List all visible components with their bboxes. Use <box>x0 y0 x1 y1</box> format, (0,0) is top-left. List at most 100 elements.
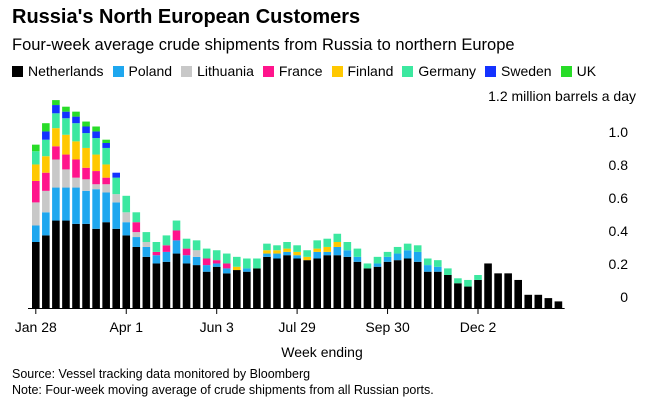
legend-label: Netherlands <box>28 63 104 79</box>
bar-segment-netherlands <box>142 256 151 308</box>
bar-segment-netherlands <box>423 271 432 308</box>
bar-segment-germany <box>172 220 181 231</box>
legend-swatch <box>112 65 124 77</box>
bar-segment-germany <box>313 240 321 249</box>
bar-segment-poland <box>293 255 301 259</box>
bar-segment-lithuania <box>122 212 131 223</box>
bar-segment-netherlands <box>233 270 241 308</box>
bar-segment-netherlands <box>373 266 382 308</box>
legend-swatch <box>331 65 343 77</box>
bar-segment-netherlands <box>413 261 422 308</box>
bar-segment-netherlands <box>504 273 512 308</box>
bar-segment-netherlands <box>102 222 110 308</box>
bar-segment-france <box>172 230 181 241</box>
bar-segment-france <box>162 245 171 252</box>
bar-segment-finland <box>233 266 241 271</box>
bar-segment-france <box>102 177 110 185</box>
bar-segment-germany <box>112 177 120 195</box>
bar-segment-netherlands <box>353 261 362 308</box>
bar-segment-france <box>62 154 70 170</box>
bar-segment-poland <box>403 250 412 259</box>
legend-item-uk: UK <box>560 63 597 79</box>
bar-segment-germany <box>122 195 131 213</box>
bar-segment-netherlands <box>333 255 342 308</box>
legend-label: Finland <box>347 63 394 79</box>
bar-segment-poland <box>313 251 321 259</box>
bar-segment-poland <box>152 255 161 264</box>
bar-segment-germany <box>182 238 191 249</box>
bar-segment-sweden <box>42 131 50 140</box>
bar-segment-netherlands <box>444 275 452 308</box>
legend-swatch <box>262 65 274 77</box>
bar-segment-netherlands <box>162 261 171 308</box>
legend-label: UK <box>576 63 597 79</box>
bar-segment-france <box>212 260 221 264</box>
bar-segment-netherlands <box>524 294 533 308</box>
bar-segment-poland <box>243 268 251 272</box>
bar-segment-uk <box>92 126 100 132</box>
bar-segment-poland <box>112 202 120 229</box>
bar-segment-uk <box>102 139 110 143</box>
bar-segment-germany <box>333 233 342 242</box>
bar-segment-netherlands <box>172 253 181 308</box>
bar-segment-netherlands <box>82 223 90 308</box>
bar-segment-germany <box>92 138 100 155</box>
legend-label: Sweden <box>501 63 552 79</box>
bar-segment-netherlands <box>323 255 332 308</box>
bar-segment-germany <box>273 245 281 251</box>
bar-segment-lithuania <box>132 232 141 238</box>
bar-segment-france <box>182 248 191 256</box>
bar-segment-germany <box>132 212 141 223</box>
bar-segment-poland <box>132 237 141 247</box>
bar-segment-poland <box>383 256 392 262</box>
legend-swatch <box>485 65 496 77</box>
bar-segment-sweden <box>72 116 80 124</box>
y-tick-label: 0.6 <box>609 190 629 206</box>
bar-segment-netherlands <box>212 266 221 308</box>
bar-segment-germany <box>373 256 382 264</box>
x-tick-label: Jan 28 <box>15 319 57 335</box>
bar-segment-netherlands <box>112 228 120 308</box>
bar-segment-germany <box>323 238 332 247</box>
bar-segment-sweden <box>82 126 90 134</box>
bar-segment-germany <box>303 250 311 257</box>
bar-segment-germany <box>253 258 261 269</box>
bar-segment-germany <box>393 246 402 254</box>
bar-segment-poland <box>343 250 352 257</box>
bar-segment-france <box>132 222 141 233</box>
bar-segment-lithuania <box>52 159 60 188</box>
legend-swatch <box>12 65 23 77</box>
bar-segment-poland <box>142 246 151 257</box>
bar-segment-uk <box>72 111 80 117</box>
bar-segment-netherlands <box>484 263 492 308</box>
bar-segment-netherlands <box>303 260 311 308</box>
bar-segment-germany <box>444 268 452 275</box>
bar-segment-netherlands <box>62 220 70 308</box>
bar-segment-netherlands <box>403 258 412 308</box>
bar-segment-poland <box>42 212 50 236</box>
bar-segment-netherlands <box>454 283 462 308</box>
bar-segment-lithuania <box>62 169 70 188</box>
bar-segment-poland <box>333 246 342 256</box>
x-tick-label: Sep 30 <box>365 319 410 335</box>
y-tick-label: 0.4 <box>609 223 629 239</box>
bar-segment-poland <box>273 253 281 259</box>
bar-segment-germany <box>62 118 70 135</box>
bar-segment-poland <box>212 263 221 267</box>
bar-segment-poland <box>32 225 40 242</box>
bar-segment-netherlands <box>554 301 563 308</box>
legend-item-sweden: Sweden <box>485 63 552 79</box>
bar-segment-germany <box>192 240 201 251</box>
bar-segment-poland <box>222 268 231 274</box>
bar-segment-sweden <box>52 105 60 114</box>
bar-segment-poland <box>423 265 432 272</box>
bar-segment-netherlands <box>363 268 372 308</box>
bar-segment-poland <box>92 189 100 229</box>
bar-segment-netherlands <box>32 242 40 308</box>
bar-segment-finland <box>303 256 311 261</box>
bar-segment-sweden <box>92 131 100 139</box>
bar-segment-poland <box>353 256 362 262</box>
bar-segment-uk <box>82 121 90 127</box>
bar-segment-poland <box>434 266 442 272</box>
